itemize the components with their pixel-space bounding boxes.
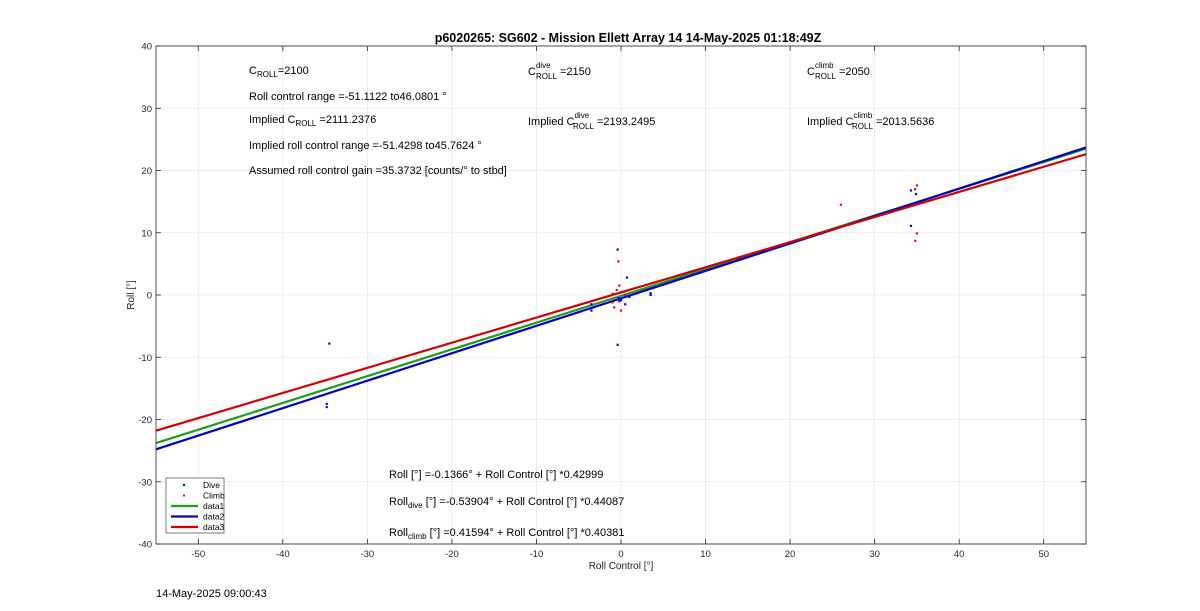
point-dive xyxy=(616,343,619,346)
footer-timestamp: 14-May-2025 09:00:43 xyxy=(156,588,267,600)
y-tick-label: -20 xyxy=(138,415,152,426)
y-tick-label: 0 xyxy=(147,291,152,302)
point-dive xyxy=(624,303,627,306)
x-axis-label: Roll Control [°] xyxy=(589,561,654,572)
point-dive xyxy=(325,402,328,406)
x-tick-label: 30 xyxy=(869,549,880,560)
annotation-gain: Assumed roll control gain =35.3732 [coun… xyxy=(249,165,507,177)
y-tick-label: 10 xyxy=(141,228,152,239)
plot-frame xyxy=(155,45,1087,545)
annotation-implied: Implied CROLL =2111.2376 xyxy=(249,114,376,128)
point-dive xyxy=(649,292,652,295)
point-dive xyxy=(649,293,652,297)
point-dive xyxy=(592,306,595,309)
point-dive xyxy=(619,298,623,302)
y-tick-label: 20 xyxy=(141,166,152,177)
point-dive xyxy=(616,248,619,251)
x-tick-label: -10 xyxy=(530,549,544,560)
x-tick-label: -20 xyxy=(445,549,459,560)
point-climb xyxy=(615,288,618,292)
annotation-c-roll-climb: Cclimb ROLL =2050 xyxy=(807,61,870,81)
y-tick-label: 40 xyxy=(141,42,152,53)
x-tick-label: -40 xyxy=(276,549,290,560)
point-climb xyxy=(618,284,621,287)
y-axis-label: Roll [°] xyxy=(126,280,137,310)
annotation-fit-all: Roll [°] =-0.1366° + Roll Control [°] *0… xyxy=(389,469,603,481)
point-dive xyxy=(590,309,593,312)
legend-label-dive: Dive xyxy=(203,480,220,490)
point-dive xyxy=(914,193,918,196)
point-climb xyxy=(915,184,919,187)
point-climb xyxy=(622,290,625,293)
annotation-implied-range: Implied roll control range =-51.4298 to4… xyxy=(249,140,482,152)
point-dive xyxy=(617,297,620,300)
point-dive xyxy=(590,303,593,306)
annotation-fit-dive: Rolldive [°] =-0.53904° + Roll Control [… xyxy=(389,496,624,510)
legend-label-data3: data3 xyxy=(203,522,225,532)
legend-label-climb: Climb xyxy=(203,491,225,501)
x-tick-label: 50 xyxy=(1038,549,1049,560)
point-climb xyxy=(619,309,623,312)
fit-lines xyxy=(156,146,1086,451)
annotation-c-roll: CROLL=2100 xyxy=(249,65,309,79)
fit-line-data2 xyxy=(156,146,1086,451)
point-climb xyxy=(617,260,620,263)
point-climb xyxy=(915,232,919,235)
x-tick-label: -30 xyxy=(360,549,374,560)
point-climb xyxy=(611,301,614,304)
annotation-range: Roll control range =-51.1122 to46.0801 ° xyxy=(249,91,447,103)
point-climb xyxy=(613,306,616,309)
annotation-implied-climb: Implied Cclimb ROLL =2013.5636 xyxy=(807,111,934,131)
point-climb xyxy=(914,239,917,242)
point-dive xyxy=(328,342,331,345)
legend-marker-dive xyxy=(183,484,185,486)
annotation-implied-dive: Implied Cdive ROLL =2193.2495 xyxy=(528,111,655,131)
x-tick-labels: -50 -40 -30 -20 -10 0 10 20 30 40 50 xyxy=(191,549,1049,560)
y-tick-labels: -40 -30 -20 -10 0 10 20 30 40 xyxy=(138,42,152,551)
legend-label-data2: data2 xyxy=(203,512,225,522)
x-tick-label: 10 xyxy=(700,549,711,560)
annotation-c-roll-dive: Cdive ROLL =2150 xyxy=(528,61,591,81)
x-tick-label: 20 xyxy=(785,549,796,560)
y-tick-label: -40 xyxy=(138,540,152,551)
point-climb xyxy=(914,188,917,191)
point-climb xyxy=(839,203,842,206)
point-dive xyxy=(628,295,631,298)
legend-label-data1: data1 xyxy=(203,501,225,511)
x-tick-label: 0 xyxy=(618,549,623,560)
point-dive xyxy=(909,189,913,192)
point-climb xyxy=(624,293,627,297)
y-tick-label: 30 xyxy=(141,104,152,115)
x-tick-label: 40 xyxy=(954,549,965,560)
point-dive xyxy=(909,224,913,228)
point-dive xyxy=(618,300,621,303)
data-points xyxy=(325,184,919,409)
point-climb xyxy=(611,292,614,295)
annotation-fit-climb: Rollclimb [°] =0.41594° + Roll Control [… xyxy=(389,527,625,541)
point-dive xyxy=(625,276,629,279)
y-tick-label: -30 xyxy=(138,477,152,488)
legend-marker-climb xyxy=(183,494,185,497)
y-tick-label: -10 xyxy=(138,353,152,364)
fit-line-data3 xyxy=(156,153,1086,432)
x-tick-label: -50 xyxy=(191,549,205,560)
chart-title: p6020265: SG602 - Mission Ellett Array 1… xyxy=(435,31,822,45)
point-dive xyxy=(325,405,328,409)
